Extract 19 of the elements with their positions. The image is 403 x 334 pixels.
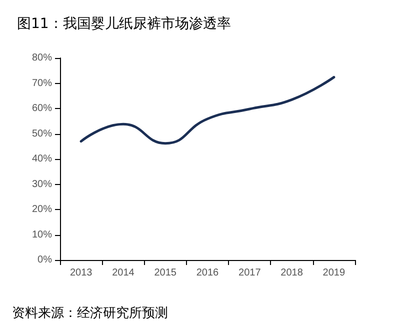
y-tick-label: 20% <box>32 204 52 215</box>
x-tick-label: 2019 <box>322 268 346 278</box>
y-tick-label: 80% <box>32 52 52 64</box>
x-tick-label: 2013 <box>70 268 93 278</box>
chart-title: 图11：我国婴儿纸尿裤市场渗透率 <box>17 16 231 32</box>
y-tick-label: 70% <box>32 78 52 89</box>
y-tick-label: 0% <box>38 254 52 266</box>
y-tick-label: 10% <box>32 229 52 240</box>
y-tick-label: 60% <box>32 103 52 114</box>
x-tick-label: 2017 <box>238 268 262 278</box>
y-tick-label: 40% <box>32 154 52 164</box>
x-tick-label: 2016 <box>196 268 220 278</box>
text: 资料来源：经济研究所预测 <box>12 306 168 321</box>
x-tick-label: 2014 <box>112 268 135 278</box>
x-tick-label: 2015 <box>154 268 177 278</box>
x-tick-label: 2018 <box>280 268 304 278</box>
y-tick-label: 50% <box>32 128 52 140</box>
line-series <box>80 76 336 145</box>
y-tick-label: 30% <box>32 178 52 190</box>
